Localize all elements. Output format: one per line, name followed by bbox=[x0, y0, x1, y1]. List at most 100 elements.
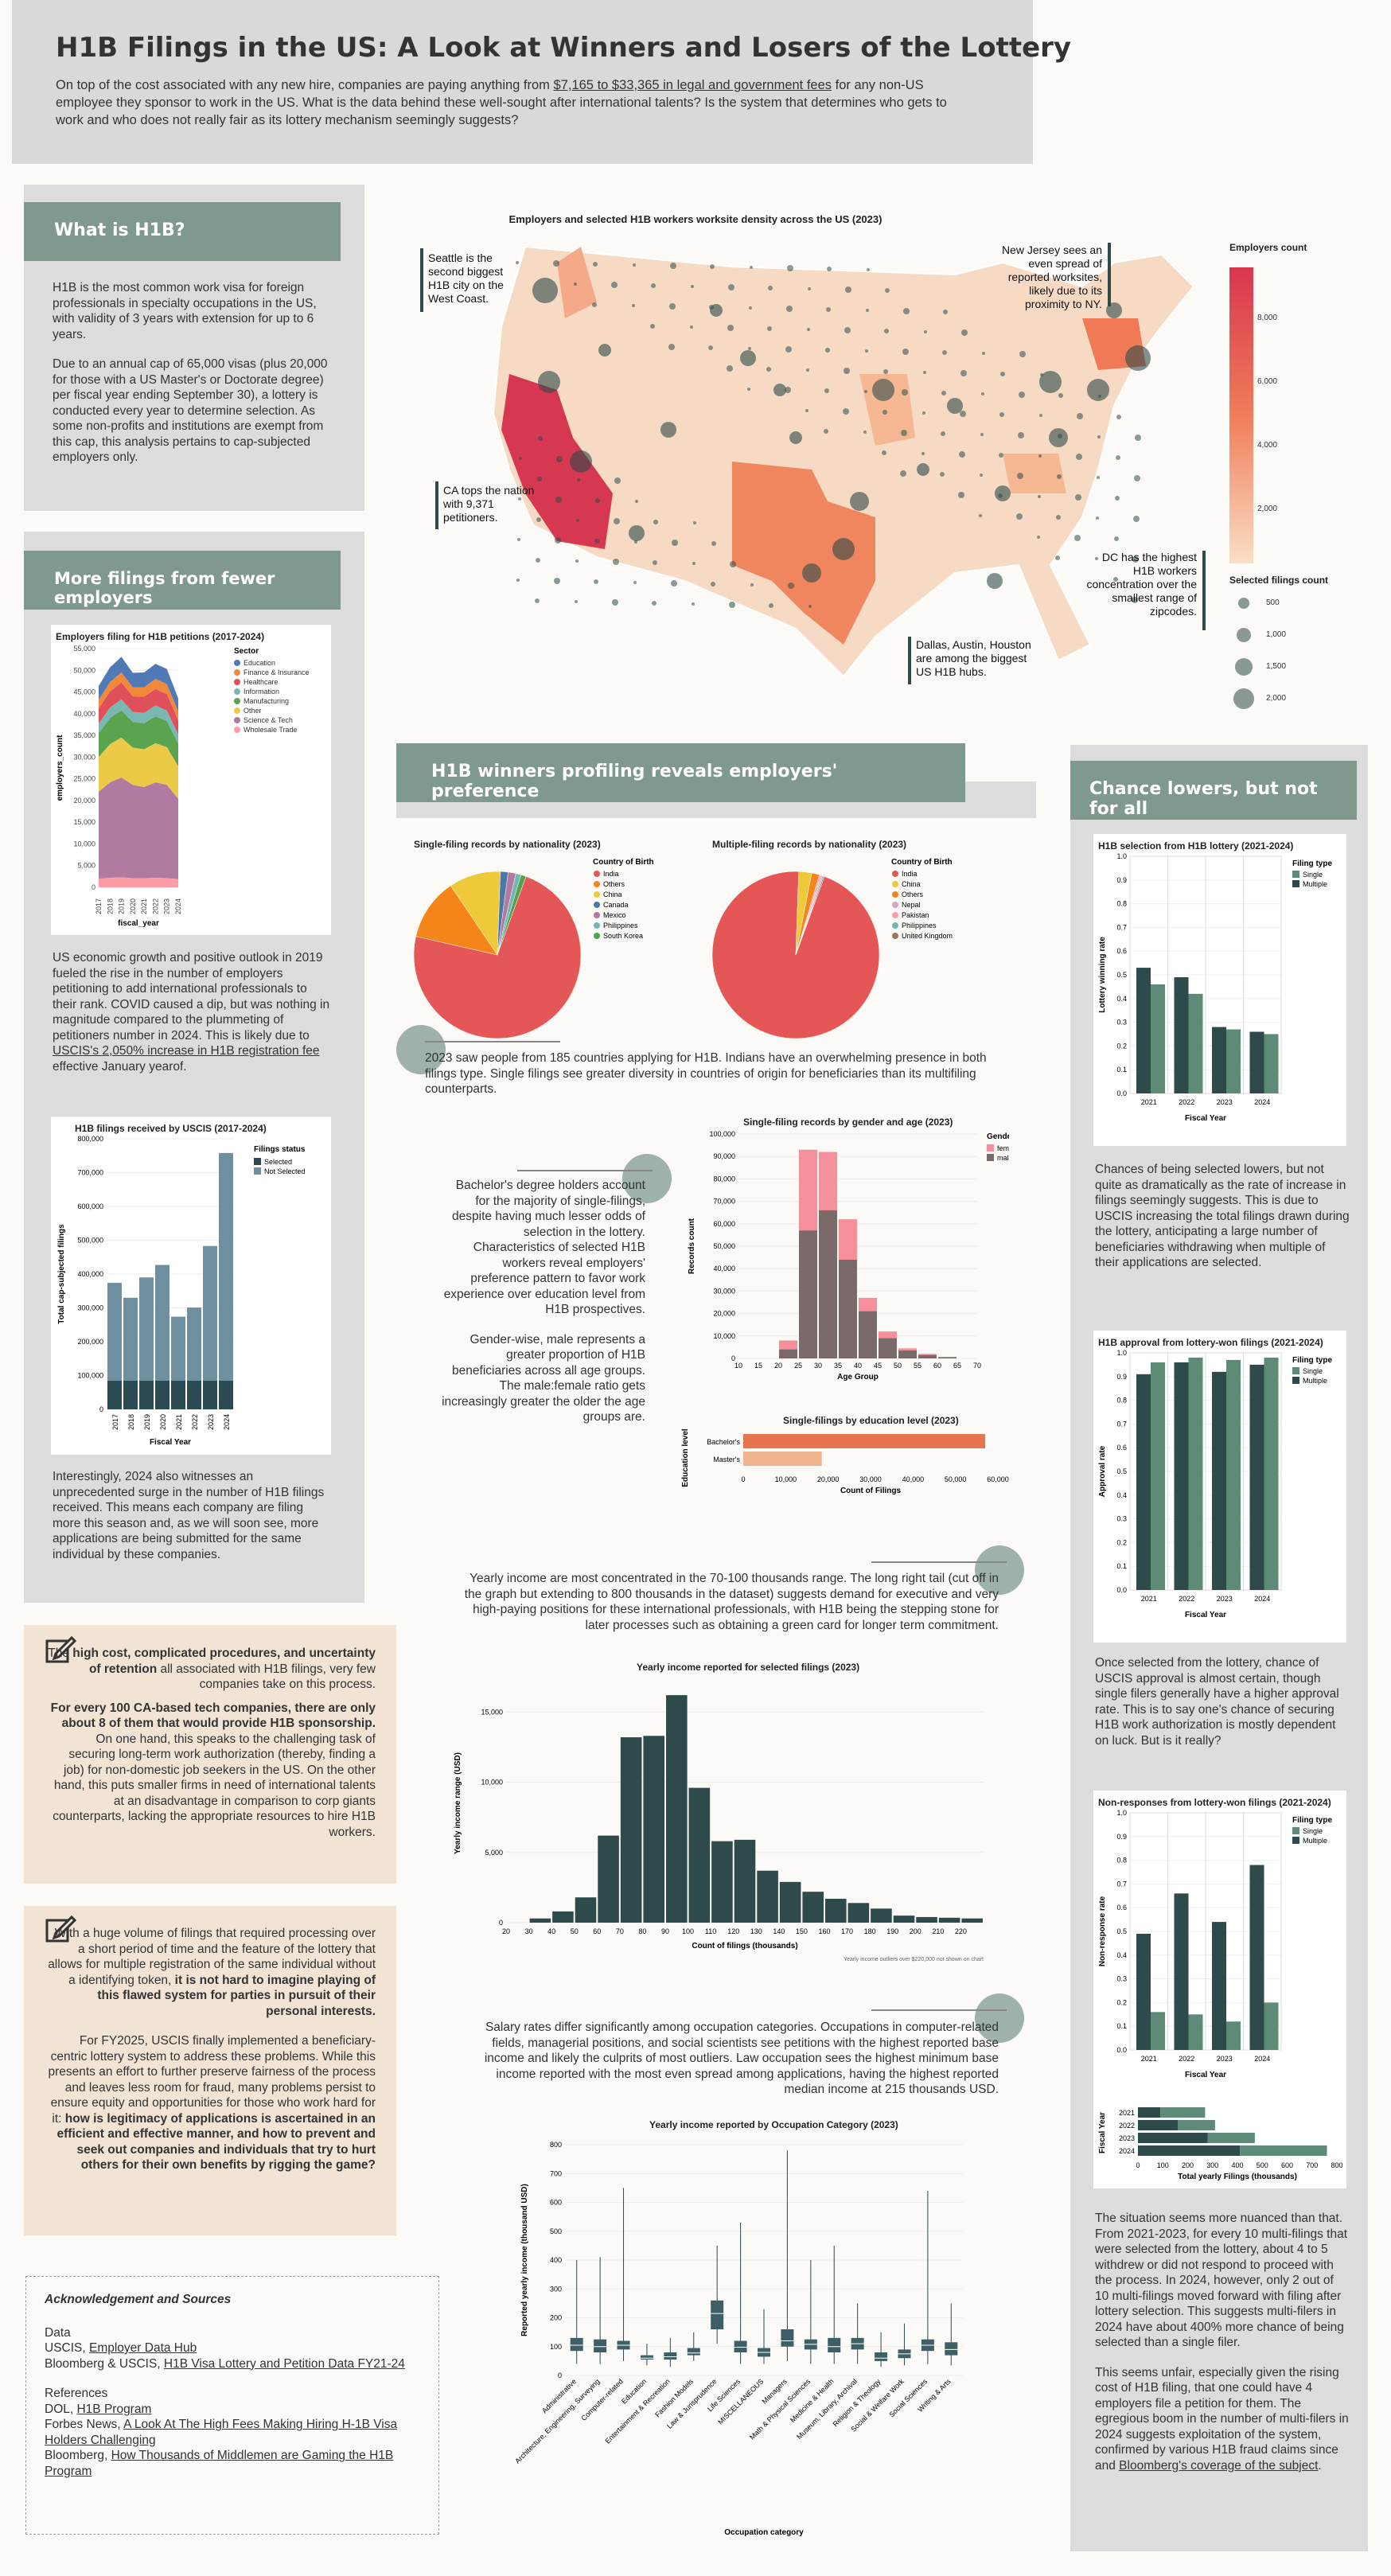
bar-single bbox=[1264, 2002, 1279, 2050]
bar-single bbox=[1160, 2107, 1206, 2118]
x-tick-label: 20 bbox=[502, 1927, 510, 1935]
bar-male bbox=[839, 1259, 857, 1358]
worksite-dot bbox=[872, 379, 894, 401]
x-tick-label: MISCELLANEOUS bbox=[716, 2377, 765, 2426]
x-tick-label: 120 bbox=[727, 1927, 739, 1935]
bar-single bbox=[1240, 2145, 1327, 2156]
legend-swatch bbox=[987, 1154, 994, 1161]
x-tick-label: 2021 bbox=[1141, 1098, 1157, 1106]
y-tick-label: 15,000 bbox=[481, 1708, 503, 1716]
y-axis-label: Yearly income range (USD) bbox=[454, 1752, 462, 1854]
y-tick-label: 2023 bbox=[1119, 2134, 1135, 2142]
worksite-dot bbox=[750, 583, 754, 587]
x-axis-label: Count of Filings bbox=[840, 1487, 902, 1495]
reference-link[interactable]: A Look At The High Fees Making Hiring H-… bbox=[45, 2418, 398, 2447]
worksite-dot bbox=[824, 429, 828, 434]
area-education bbox=[99, 657, 178, 712]
fee-increase-link[interactable]: USCIS's 2,050% increase in H1B registrat… bbox=[53, 1044, 320, 1058]
legend-swatch bbox=[892, 881, 898, 887]
edit-icon bbox=[45, 1914, 77, 1946]
worksite-dot bbox=[773, 384, 786, 396]
x-tick-label: 2022 bbox=[191, 1414, 199, 1430]
bar-not-selected bbox=[203, 1245, 217, 1381]
y-tick-label: 300,000 bbox=[77, 1304, 103, 1312]
reference-link[interactable]: How Thousands of Middlemen are Gaming th… bbox=[45, 2449, 394, 2478]
source-link[interactable]: H1B Visa Lottery and Petition Data FY21-… bbox=[163, 2356, 405, 2371]
x-tick-label: 190 bbox=[886, 1927, 898, 1935]
y-tick-label: Bachelor's bbox=[707, 1438, 740, 1446]
income-bar bbox=[620, 1737, 642, 1923]
x-tick-label: 30 bbox=[525, 1927, 533, 1935]
y-axis-label: Total cap-subjected filings bbox=[57, 1224, 66, 1324]
chance-heading: Chance lowers, but not for all bbox=[1070, 761, 1357, 820]
worksite-dot bbox=[1115, 496, 1120, 501]
worksite-dot bbox=[768, 286, 773, 290]
x-tick-label: 2017 bbox=[95, 898, 103, 914]
pie-slice bbox=[497, 874, 527, 956]
age-gender-plot: 100,000 90,000 80,000 70,000 60,000 50,000 40,… bbox=[688, 1130, 1009, 1382]
worksite-dot bbox=[553, 260, 559, 267]
x-tick-label: 10 bbox=[734, 1362, 742, 1370]
x-tick-label: 800 bbox=[1331, 2161, 1342, 2169]
x-tick-label: 600 bbox=[1281, 2161, 1293, 2169]
worksite-dot bbox=[901, 430, 907, 436]
bar-male bbox=[779, 1349, 797, 1358]
decor-circle bbox=[622, 1154, 672, 1203]
bar-single bbox=[1226, 2021, 1241, 2050]
worksite-dot bbox=[633, 581, 637, 584]
x-tick-label: 2021 bbox=[140, 898, 148, 914]
worksite-dot bbox=[555, 497, 562, 503]
y-tick-label: 0.7 bbox=[1116, 923, 1127, 931]
worksite-dot bbox=[1017, 473, 1023, 479]
x-tick-label: 2022 bbox=[151, 898, 159, 914]
legend-label: Education bbox=[244, 659, 275, 667]
bar-not-selected bbox=[123, 1297, 138, 1381]
legend-title: Filing type bbox=[1292, 1816, 1332, 1825]
worksite-dot bbox=[670, 263, 676, 269]
worksite-dot bbox=[653, 520, 658, 524]
y-tick-label: 0.9 bbox=[1116, 1373, 1127, 1381]
source-link[interactable]: Employer Data Hub bbox=[88, 2341, 197, 2355]
uscis-bar-plot: 800,000 700,000 600,000 500,000 400,000 300,0… bbox=[57, 1135, 306, 1447]
worksite-dot bbox=[1095, 557, 1098, 560]
worksite-dot bbox=[709, 305, 714, 310]
x-tick-label: 2021 bbox=[175, 1414, 183, 1430]
worksite-dot bbox=[807, 328, 810, 331]
legend-label: Selected bbox=[264, 1158, 292, 1166]
worksite-dot bbox=[669, 303, 676, 310]
worksite-dot bbox=[1055, 555, 1060, 560]
x-tick-label: 2020 bbox=[129, 898, 137, 914]
legend-label: China bbox=[603, 890, 622, 898]
x-tick-label: 90 bbox=[661, 1927, 669, 1935]
winners-p4: Yearly income are most concentrated in t… bbox=[464, 1572, 999, 1632]
x-tick-label: 50 bbox=[571, 1927, 579, 1935]
income-bar bbox=[938, 1917, 960, 1923]
reference-link[interactable]: H1B Program bbox=[76, 2402, 152, 2416]
x-tick-label: 2021 bbox=[1141, 1595, 1157, 1603]
box bbox=[664, 2352, 677, 2360]
x-tick-label: 2023 bbox=[207, 1414, 215, 1430]
x-tick-label: 65 bbox=[953, 1362, 961, 1370]
worksite-dot bbox=[1097, 476, 1100, 479]
bar-male bbox=[819, 1210, 837, 1358]
bar-single bbox=[1151, 2012, 1165, 2050]
bloomberg-link[interactable]: Bloomberg's coverage of the subject bbox=[1119, 2458, 1319, 2473]
worksite-dot bbox=[942, 350, 947, 355]
worksite-dot bbox=[824, 388, 829, 393]
size-legend-circle bbox=[1238, 598, 1249, 609]
worksite-dot bbox=[708, 345, 713, 350]
worksite-dot bbox=[570, 450, 592, 473]
fees-link[interactable]: $7,165 to $33,365 in legal and governmen… bbox=[553, 78, 832, 92]
worksite-dot bbox=[998, 493, 1003, 498]
box bbox=[570, 2337, 583, 2352]
y-tick-label: 5,000 bbox=[485, 1849, 503, 1857]
x-tick-label: 500 bbox=[1257, 2161, 1268, 2169]
worksite-dot bbox=[903, 308, 910, 314]
edu-bar bbox=[743, 1452, 822, 1466]
worksite-dot bbox=[786, 306, 793, 312]
y-tick-label: 10,000 bbox=[73, 840, 95, 848]
legend-swatch bbox=[1292, 1377, 1299, 1384]
size-legend-label: 1,500 bbox=[1266, 662, 1287, 671]
worksite-dot bbox=[1106, 302, 1122, 318]
x-axis-label: Fiscal Year bbox=[1185, 2071, 1226, 2079]
